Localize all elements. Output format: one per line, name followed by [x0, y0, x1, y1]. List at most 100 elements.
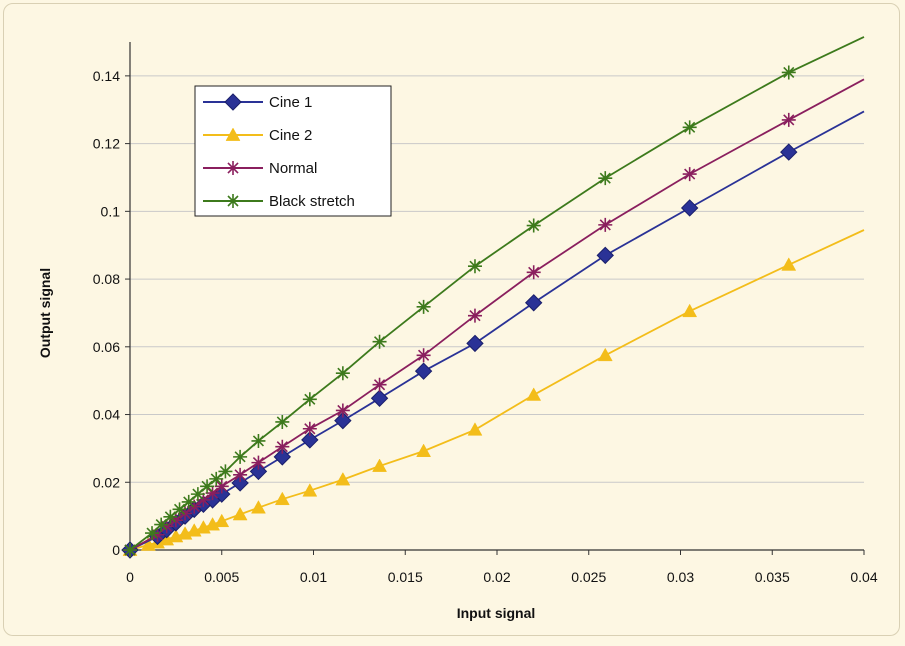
data-point-normal — [233, 467, 248, 482]
series-normal — [123, 78, 865, 557]
chart-frame — [3, 3, 900, 636]
y-axis-title: Output signal — [37, 268, 53, 358]
y-tick-label: 0.04 — [93, 407, 120, 423]
legend-item-cine-2: Cine 2 — [203, 127, 312, 144]
x-tick-label: 0 — [126, 569, 134, 585]
legend-marker-black-stretch — [226, 194, 240, 208]
data-point-cine-2 — [597, 347, 613, 362]
data-point-normal — [467, 308, 482, 323]
axes: 0 0.02 0.04 0.06 0.08 0.1 0.12 0.14 0 0.005 0.01 0.… — [93, 42, 878, 585]
data-point-normal — [187, 499, 202, 514]
series-line-normal — [129, 78, 865, 551]
data-point-normal — [150, 527, 165, 542]
y-tick-label: 0.02 — [93, 474, 120, 490]
data-point-black-stretch — [682, 120, 697, 135]
data-point-normal — [598, 217, 613, 232]
data-point-black-stretch — [302, 392, 317, 407]
data-point-normal — [682, 167, 697, 182]
x-tick-label: 0.005 — [204, 569, 239, 585]
legend-label: Black stretch — [269, 193, 355, 210]
x-tick-label: 0.015 — [388, 569, 423, 585]
data-point-normal — [251, 455, 266, 470]
data-point-cine-2 — [467, 422, 483, 436]
data-point-cine-1 — [524, 294, 543, 312]
data-point-cine-2 — [302, 483, 318, 497]
legend-item-black-stretch: Black stretch — [203, 193, 355, 210]
legend: Cine 1 Cine 2 Normal Black stretch — [194, 85, 392, 217]
data-point-cine-1 — [680, 199, 699, 217]
legend-box — [194, 85, 392, 217]
data-point-normal — [335, 403, 350, 418]
data-point-normal — [372, 377, 387, 392]
data-point-cine-2 — [416, 443, 432, 457]
data-point-black-stretch — [145, 526, 160, 541]
data-point-normal — [178, 506, 193, 521]
x-tick-label: 0.025 — [571, 569, 606, 585]
data-point-black-stretch — [251, 433, 266, 448]
data-point-cine-2 — [526, 387, 542, 401]
data-point-normal — [214, 479, 229, 494]
data-point-black-stretch — [209, 471, 224, 486]
data-point-black-stretch — [200, 479, 215, 494]
data-point-cine-2 — [682, 303, 698, 318]
y-tick-label: 0.14 — [93, 68, 120, 84]
y-tick-label: 0.06 — [93, 339, 120, 355]
data-point-black-stretch — [781, 65, 796, 80]
data-point-cine-2 — [274, 491, 290, 506]
data-point-normal — [781, 112, 796, 127]
y-tick-label: 0 — [112, 542, 120, 558]
x-tick-label: 0.03 — [667, 569, 694, 585]
x-tick-label: 0.04 — [850, 569, 877, 585]
data-point-normal — [205, 486, 220, 501]
data-point-black-stretch — [218, 464, 233, 479]
data-point-normal — [196, 492, 211, 507]
legend-marker-cine-1 — [224, 93, 242, 111]
x-axis-title: Input signal — [457, 605, 536, 621]
data-point-black-stretch — [172, 502, 187, 517]
data-point-black-stretch — [335, 366, 350, 381]
data-point-cine-2 — [335, 472, 351, 486]
legend-marker-normal — [226, 161, 240, 175]
data-point-cine-1 — [334, 411, 352, 430]
data-point-black-stretch — [467, 259, 482, 274]
data-point-black-stretch — [233, 449, 248, 464]
y-tick-label: 0.08 — [93, 271, 120, 287]
legend-label: Cine 2 — [269, 127, 312, 144]
x-tick-label: 0.01 — [300, 569, 327, 585]
data-point-black-stretch — [416, 299, 431, 314]
data-point-cine-1 — [370, 389, 389, 407]
y-tick-label: 0.12 — [93, 136, 120, 152]
data-point-black-stretch — [123, 543, 137, 557]
data-point-normal — [416, 348, 431, 363]
legend-label: Normal — [269, 160, 317, 177]
data-point-cine-1 — [414, 362, 433, 380]
data-point-black-stretch — [526, 218, 541, 233]
data-point-normal — [526, 265, 541, 280]
data-point-cine-1 — [466, 334, 484, 353]
data-point-cine-1 — [273, 448, 292, 466]
series-cine-2 — [122, 229, 865, 556]
data-point-black-stretch — [598, 171, 613, 186]
x-tick-label: 0.02 — [483, 569, 510, 585]
data-point-cine-1 — [301, 431, 319, 449]
series-group — [121, 36, 865, 559]
y-tick-label: 0.1 — [101, 203, 121, 219]
data-point-cine-1 — [596, 246, 614, 265]
data-point-black-stretch — [190, 487, 205, 502]
legend-label: Cine 1 — [269, 94, 312, 111]
legend-marker-cine-2 — [225, 127, 241, 141]
series-black-stretch — [123, 36, 865, 557]
data-point-cine-2 — [372, 458, 387, 472]
data-point-cine-2 — [251, 500, 266, 514]
data-point-cine-1 — [780, 143, 798, 161]
data-point-black-stretch — [275, 414, 290, 429]
legend-item-normal: Normal — [203, 160, 317, 177]
data-point-cine-2 — [232, 506, 248, 521]
data-point-normal — [159, 519, 174, 534]
legend-item-cine-1: Cine 1 — [203, 93, 312, 111]
data-point-normal — [168, 513, 183, 528]
data-point-black-stretch — [154, 517, 169, 532]
data-point-normal — [275, 439, 290, 454]
